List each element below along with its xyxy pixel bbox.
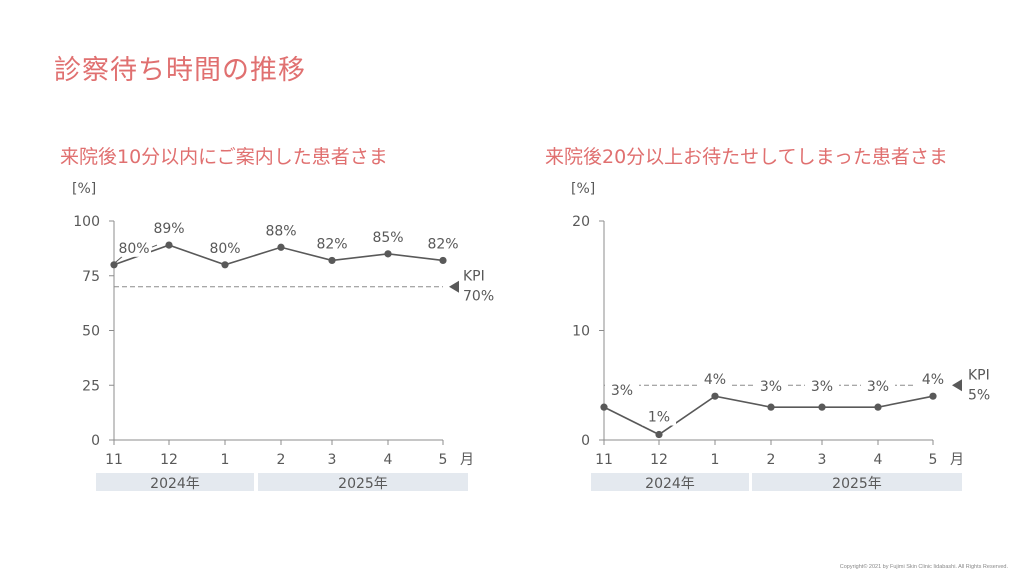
x-tick-label: 3 (328, 452, 337, 468)
data-label-bg (264, 222, 298, 240)
x-tick-label: 4 (384, 452, 393, 468)
year-band (752, 473, 962, 491)
data-label-bg (698, 371, 732, 389)
x-unit-label: 月 (950, 452, 964, 468)
data-point (110, 261, 118, 269)
y-tick-label: 20 (572, 214, 590, 230)
data-label: 1% (648, 410, 670, 426)
data-label-bg (861, 378, 895, 396)
y-unit-label: [%] (571, 181, 595, 197)
y-tick-label: 25 (82, 378, 100, 394)
x-tick-label: 3 (818, 452, 827, 468)
y-tick-label: 0 (91, 433, 100, 449)
data-label: 3% (811, 379, 833, 395)
data-point (439, 256, 447, 265)
data-label: 3% (611, 383, 633, 399)
data-label: 88% (265, 223, 296, 239)
data-label-bg (371, 228, 405, 246)
data-label-bg (426, 235, 460, 253)
year-band (591, 473, 749, 491)
data-label: 3% (760, 379, 782, 395)
x-tick-label: 1 (221, 452, 230, 468)
x-tick-label: 12 (160, 452, 178, 468)
data-point (711, 392, 719, 400)
data-label-bg (754, 378, 788, 396)
y-unit-label: [%] (72, 181, 96, 197)
y-tick-label: 75 (82, 269, 100, 285)
data-label-bg (117, 239, 151, 257)
data-label-bg (642, 408, 676, 426)
data-point (929, 392, 937, 400)
kpi-label: KPI (463, 269, 485, 285)
data-point (600, 403, 608, 411)
x-tick-label: 4 (874, 452, 883, 468)
kpi-marker-icon (449, 280, 459, 293)
year-band (258, 473, 468, 491)
y-tick-label: 100 (73, 214, 100, 230)
data-label: 80% (118, 241, 149, 257)
x-tick-label: 2 (767, 452, 776, 468)
data-point (328, 256, 336, 265)
chart-2-title: 来院後20分以上お待たせしてしまった患者さま (545, 146, 948, 168)
data-label-bg (208, 239, 242, 257)
kpi-value-label: 5% (968, 387, 990, 403)
y-tick-label: 10 (572, 324, 590, 340)
x-tick-label: 12 (650, 452, 668, 468)
data-label: 80% (209, 241, 240, 257)
x-tick-label: 5 (439, 452, 448, 468)
data-point (818, 403, 826, 411)
data-point (767, 403, 775, 411)
data-label-bg (315, 235, 349, 253)
copyright-footer: Copyright© 2021 by Fujimi Skin Clinic Ii… (839, 564, 1008, 570)
label-leader (114, 256, 123, 264)
x-tick-label: 11 (105, 452, 123, 468)
label-leader (151, 244, 158, 248)
year-band (96, 473, 254, 491)
data-label: 82% (316, 236, 347, 252)
page-title: 診察待ち時間の推移 (54, 55, 306, 86)
kpi-marker-icon (952, 379, 962, 392)
data-label-bg (152, 220, 186, 238)
data-label: 82% (427, 236, 458, 252)
kpi-value-label: 70% (463, 289, 494, 305)
data-point (165, 241, 173, 249)
data-point (384, 250, 392, 258)
x-tick-label: 2 (277, 452, 286, 468)
data-label: 85% (372, 230, 403, 246)
data-point (874, 403, 882, 411)
data-label: 4% (704, 372, 726, 388)
year-label: 2024年 (150, 476, 200, 492)
year-label: 2025年 (338, 476, 388, 492)
chart-1-title: 来院後10分以内にご案内した患者さま (60, 146, 388, 168)
kpi-label: KPI (968, 367, 990, 383)
year-label: 2025年 (832, 476, 882, 492)
data-point (221, 261, 229, 269)
y-tick-label: 0 (581, 433, 590, 449)
data-point (277, 243, 285, 251)
y-tick-label: 50 (82, 324, 100, 340)
data-label: 3% (867, 379, 889, 395)
x-unit-label: 月 (460, 452, 474, 468)
x-tick-label: 11 (595, 452, 613, 468)
data-label: 4% (922, 372, 944, 388)
data-label-bg (605, 382, 639, 400)
data-label: 89% (153, 221, 184, 237)
data-label-bg (805, 378, 839, 396)
data-point (655, 430, 663, 439)
x-tick-label: 1 (711, 452, 720, 468)
data-label-bg (916, 371, 950, 389)
year-label: 2024年 (645, 476, 695, 492)
x-tick-label: 5 (929, 452, 938, 468)
